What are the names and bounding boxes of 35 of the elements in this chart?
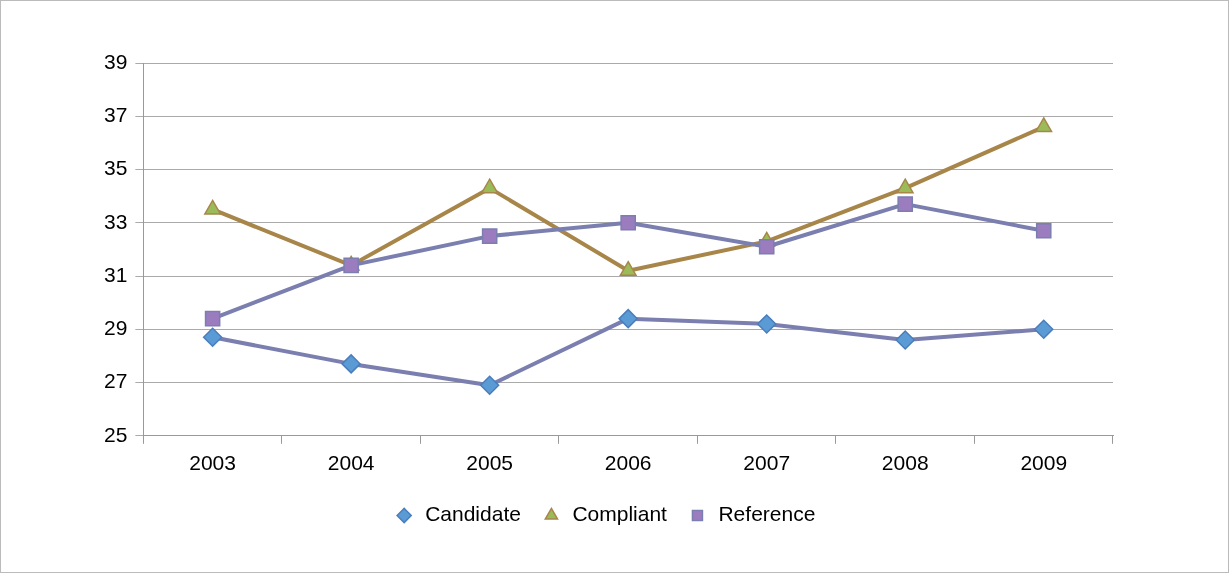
point bbox=[1033, 319, 1054, 340]
x-tick-label: 2007 bbox=[743, 451, 791, 475]
y-tick-label: 27 bbox=[104, 369, 128, 393]
x-tick-label: 2006 bbox=[604, 451, 652, 475]
point bbox=[341, 354, 361, 374]
point bbox=[204, 310, 221, 327]
x-tick-label: 2005 bbox=[466, 451, 514, 475]
point bbox=[618, 308, 638, 329]
point bbox=[895, 330, 915, 350]
point bbox=[204, 199, 222, 215]
x-tick-label: 2008 bbox=[881, 451, 929, 475]
point bbox=[756, 314, 777, 334]
y-tick-label: 39 bbox=[104, 49, 128, 73]
point bbox=[479, 375, 500, 395]
legend-label: Reference bbox=[718, 502, 816, 526]
y-tick-label: 33 bbox=[104, 209, 128, 233]
point bbox=[758, 238, 775, 255]
point bbox=[202, 327, 223, 348]
y-tick-label: 35 bbox=[104, 156, 128, 180]
point bbox=[620, 214, 636, 231]
y-tick-label: 25 bbox=[104, 422, 128, 446]
y-tick-label: 31 bbox=[104, 262, 128, 286]
x-tick-label: 2009 bbox=[1020, 451, 1068, 475]
x-tick-label: 2004 bbox=[327, 451, 375, 475]
point bbox=[896, 178, 914, 194]
point bbox=[1035, 117, 1053, 133]
legend-label: Candidate bbox=[425, 502, 521, 526]
point bbox=[1035, 222, 1052, 239]
point bbox=[481, 178, 499, 194]
x-tick-label: 2003 bbox=[189, 451, 236, 475]
point bbox=[897, 196, 914, 212]
legend-label: Compliant bbox=[572, 502, 668, 526]
point bbox=[481, 228, 498, 244]
y-tick-label: 29 bbox=[104, 316, 128, 340]
y-tick-label: 37 bbox=[104, 103, 128, 127]
